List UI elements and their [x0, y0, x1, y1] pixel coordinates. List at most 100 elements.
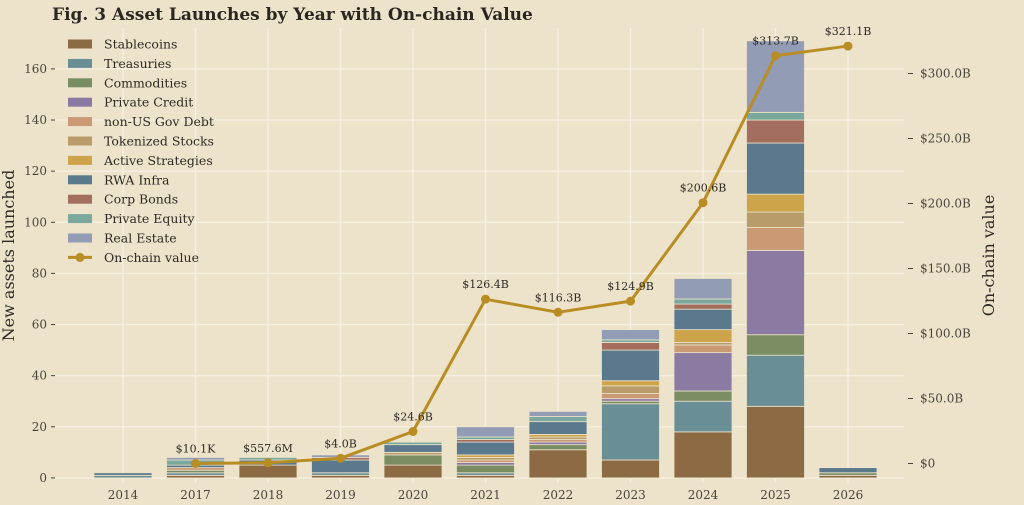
bar-segment — [528, 444, 588, 451]
legend: Stablecoins Treasuries Commodities Private … — [68, 37, 214, 265]
y-tick-label: 120 — [24, 164, 47, 178]
bar-segment — [383, 441, 443, 446]
line-series — [195, 44, 849, 465]
bar-segment — [383, 444, 443, 453]
value-label: $321.1B — [825, 25, 872, 38]
bar-segment — [746, 119, 805, 144]
legend-label: Treasuries — [104, 56, 171, 71]
value-label: $24.6B — [393, 411, 433, 424]
bar-segment — [601, 329, 660, 341]
legend-label: Corp Bonds — [104, 192, 178, 207]
x-tick-label: 2014 — [108, 488, 139, 502]
legend-label: Stablecoins — [104, 37, 177, 52]
bar-segment — [673, 352, 733, 392]
bar-segment — [673, 278, 733, 300]
legend-label: Real Estate — [104, 231, 177, 246]
grid — [55, 28, 904, 483]
x-tick-label: 2025 — [760, 488, 791, 502]
bar-segment — [673, 308, 733, 331]
bar-segment — [746, 354, 805, 407]
legend-swatch — [68, 97, 92, 107]
legend-label: RWA Infra — [104, 172, 170, 187]
bar-segment — [93, 472, 153, 476]
x-tick-label: 2022 — [543, 488, 574, 502]
legend-swatch — [68, 58, 92, 68]
y2-tick-label: $250.0B — [920, 132, 971, 146]
bar-segment — [528, 421, 588, 435]
y-tick-label: 160 — [24, 62, 47, 76]
y2-tick-label: $100.0B — [920, 327, 971, 341]
x-tick-label: 2023 — [615, 488, 646, 502]
chart-title: Fig. 3 Asset Launches by Year with On-ch… — [52, 5, 533, 25]
bar-segment — [601, 380, 660, 387]
bar-segment — [746, 111, 805, 121]
bar-segment — [673, 298, 733, 305]
value-label: $4.0B — [324, 437, 357, 450]
bar-segment — [383, 454, 443, 466]
line-point — [771, 51, 780, 61]
x-tick-label: 2024 — [688, 488, 719, 502]
y2-tick-label: $0 — [920, 457, 935, 471]
legend-swatch — [68, 175, 92, 185]
y2-tick-label: $300.0B — [920, 67, 971, 81]
line-point — [191, 459, 200, 468]
bar-segment — [601, 342, 660, 351]
value-label: $10.1K — [176, 443, 216, 456]
bar-segment — [746, 142, 805, 195]
legend-line-marker — [75, 252, 85, 262]
bar-segment — [528, 411, 588, 417]
value-label: $200.6B — [680, 182, 727, 195]
line-point — [408, 427, 418, 437]
legend-swatch — [68, 194, 92, 204]
x-tick-label: 2021 — [470, 488, 501, 502]
x-tick-label: 2017 — [180, 488, 211, 502]
bars — [93, 40, 878, 479]
bar-segment — [673, 431, 733, 479]
y-tick-label: 140 — [24, 113, 47, 127]
y-tick-label: 40 — [32, 369, 47, 383]
bar-segment — [528, 449, 588, 479]
value-label: $557.6M — [243, 442, 293, 455]
legend-swatch — [68, 78, 92, 88]
y-tick-label: 80 — [32, 266, 47, 280]
legend-swatch — [68, 155, 92, 165]
y-tick-label: 0 — [39, 471, 47, 485]
y-tick-label: 60 — [32, 318, 47, 332]
legend-swatch — [68, 233, 92, 243]
line-point — [336, 453, 345, 463]
bar-segment — [818, 467, 878, 474]
legend-swatch — [68, 117, 92, 127]
legend-label: Private Credit — [104, 95, 193, 110]
value-label: $126.4B — [462, 278, 509, 291]
legend-label: Active Strategies — [103, 153, 213, 168]
x-tick-label: 2020 — [398, 488, 429, 502]
axes: 2014 2017 2018 2019 2020 2021 2022 2023 2024 2025… — [24, 62, 971, 502]
bar-segment — [746, 249, 805, 336]
bar-segment — [746, 334, 805, 356]
bar-segment — [601, 403, 660, 461]
line-point — [553, 307, 563, 317]
x-tick-label: 2019 — [325, 488, 356, 502]
bar-segment — [746, 405, 805, 479]
bar-segment — [456, 464, 515, 474]
x-tick-label: 2026 — [833, 488, 864, 502]
line-point — [626, 296, 635, 306]
bar-segment — [673, 329, 733, 343]
bar-segment — [456, 441, 515, 456]
bar-segment — [528, 416, 588, 423]
bar-segment — [383, 464, 443, 479]
legend-swatch — [68, 136, 92, 146]
bar-segment — [601, 385, 660, 394]
legend-label: Private Equity — [104, 211, 195, 226]
y2-tick-label: $150.0B — [920, 262, 971, 276]
bar-segment — [601, 393, 660, 400]
y-axis-title: New assets launched — [0, 170, 18, 342]
line-point — [481, 294, 490, 304]
bar-segment — [746, 211, 805, 228]
line-point — [843, 41, 853, 51]
bar-segment — [746, 193, 805, 213]
line-point — [698, 198, 708, 208]
value-line: $10.1K $557.6M $4.0B $24.6B $126.4B $116.3B $1… — [176, 25, 872, 468]
